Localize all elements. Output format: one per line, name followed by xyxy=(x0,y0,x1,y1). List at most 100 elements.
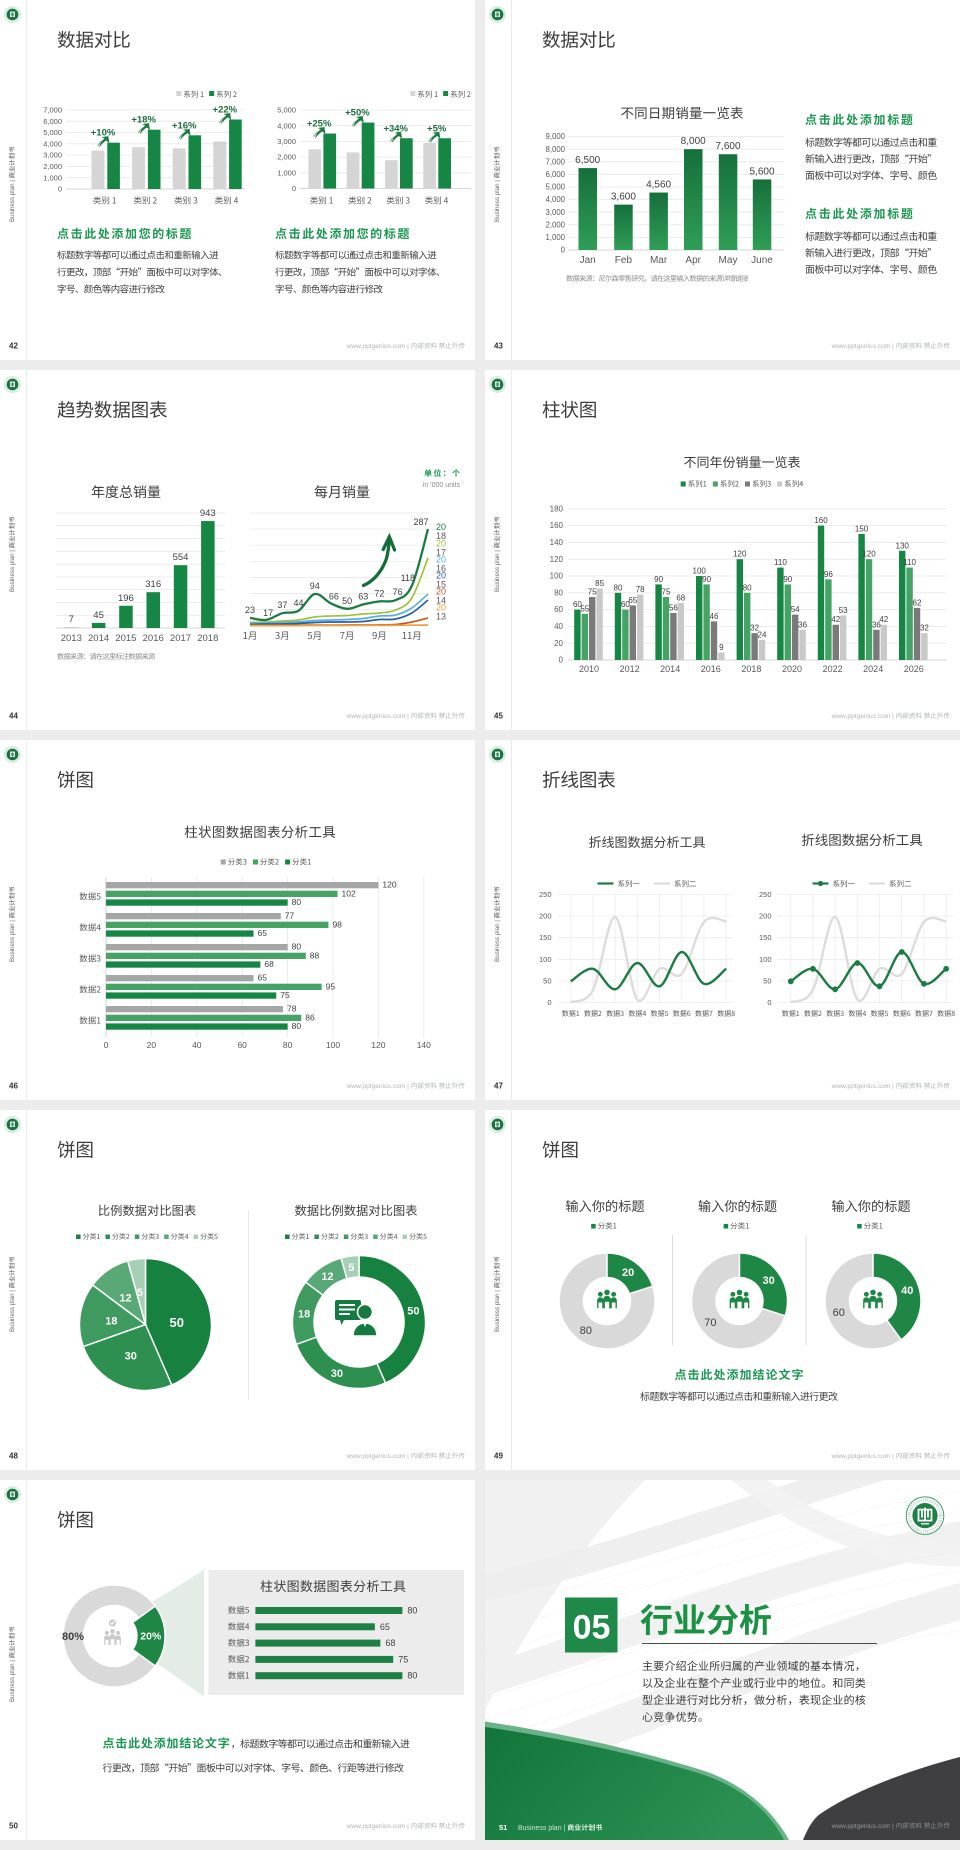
svg-text:66: 66 xyxy=(329,591,339,601)
svg-text:5: 5 xyxy=(348,1262,354,1274)
svg-text:160: 160 xyxy=(814,516,828,525)
svg-text:65: 65 xyxy=(258,928,268,938)
svg-text:5,000: 5,000 xyxy=(545,183,565,192)
svg-text:60: 60 xyxy=(573,600,582,609)
svg-text:51: 51 xyxy=(499,1823,507,1832)
svg-text:40: 40 xyxy=(554,622,563,631)
svg-text:5,000: 5,000 xyxy=(277,106,296,115)
svg-text:554: 554 xyxy=(173,552,189,563)
svg-text:9: 9 xyxy=(719,643,724,652)
svg-text:+16%: +16% xyxy=(172,120,197,131)
svg-text:200: 200 xyxy=(539,912,552,921)
svg-text:2018: 2018 xyxy=(197,633,218,644)
svg-text:2016: 2016 xyxy=(143,633,164,644)
svg-text:2020: 2020 xyxy=(782,664,802,674)
svg-text:05: 05 xyxy=(573,1609,611,1647)
svg-text:80: 80 xyxy=(283,1040,293,1050)
svg-text:50: 50 xyxy=(9,1822,18,1831)
svg-text:88: 88 xyxy=(310,950,320,960)
svg-text:Business plan |: Business plan | xyxy=(9,550,16,592)
svg-text:2013: 2013 xyxy=(61,633,82,644)
svg-text:80: 80 xyxy=(292,942,302,952)
svg-text:Business plan |: Business plan | xyxy=(494,550,501,592)
svg-text:80: 80 xyxy=(292,897,302,907)
svg-text:12: 12 xyxy=(321,1271,333,1283)
svg-text:20: 20 xyxy=(436,539,446,549)
svg-text:3,600: 3,600 xyxy=(611,192,636,203)
svg-text:www.pptgenius.com |: www.pptgenius.com | xyxy=(831,1823,894,1830)
svg-text:15: 15 xyxy=(436,580,446,590)
svg-text:9,000: 9,000 xyxy=(545,132,565,141)
svg-text:80: 80 xyxy=(554,588,563,597)
svg-text:18: 18 xyxy=(436,531,446,541)
svg-text:Business plan |: Business plan | xyxy=(9,920,16,962)
svg-text:120: 120 xyxy=(550,555,564,564)
svg-text:65: 65 xyxy=(628,596,637,605)
svg-text:32: 32 xyxy=(750,624,759,633)
svg-text:20: 20 xyxy=(436,522,446,532)
svg-text:50: 50 xyxy=(543,976,551,985)
svg-text:120: 120 xyxy=(371,1040,385,1050)
svg-text:100: 100 xyxy=(326,1040,340,1050)
svg-text:30: 30 xyxy=(125,1351,137,1363)
svg-text:30: 30 xyxy=(762,1275,774,1287)
svg-text:Business plan |: Business plan | xyxy=(9,180,16,222)
svg-text:13: 13 xyxy=(436,612,446,622)
svg-text:54: 54 xyxy=(791,605,800,614)
svg-text:120: 120 xyxy=(862,550,876,559)
svg-text:2015: 2015 xyxy=(115,633,136,644)
svg-text:68: 68 xyxy=(385,1638,395,1648)
svg-text:50: 50 xyxy=(763,976,771,985)
svg-text:16: 16 xyxy=(436,564,446,574)
svg-text:98: 98 xyxy=(332,919,342,929)
svg-text:94: 94 xyxy=(310,581,320,591)
svg-text:250: 250 xyxy=(539,890,552,899)
svg-text:20: 20 xyxy=(436,555,446,565)
svg-text:160: 160 xyxy=(550,521,564,530)
svg-text:0: 0 xyxy=(104,1040,109,1050)
svg-text:80: 80 xyxy=(743,583,752,592)
svg-text:www.pptgenius.com |: www.pptgenius.com | xyxy=(831,1453,894,1460)
svg-text:12: 12 xyxy=(119,1292,131,1304)
svg-text:102: 102 xyxy=(342,888,356,898)
svg-text:46: 46 xyxy=(710,612,719,621)
svg-text:36: 36 xyxy=(798,620,807,629)
svg-text:150: 150 xyxy=(539,933,552,942)
svg-text:+22%: +22% xyxy=(213,105,238,116)
svg-text:2016: 2016 xyxy=(701,664,721,674)
svg-text:0: 0 xyxy=(559,656,564,665)
svg-text:50: 50 xyxy=(169,1315,183,1330)
svg-text:+10%: +10% xyxy=(91,128,116,139)
svg-text:www.pptgenius.com |: www.pptgenius.com | xyxy=(346,343,409,350)
svg-text:2,000: 2,000 xyxy=(277,153,296,162)
svg-text:75: 75 xyxy=(398,1654,408,1664)
svg-text:www.pptgenius.com |: www.pptgenius.com | xyxy=(831,343,894,350)
svg-text:130: 130 xyxy=(896,541,910,550)
svg-text:20: 20 xyxy=(436,571,446,581)
svg-text:24: 24 xyxy=(758,630,767,639)
svg-text:23: 23 xyxy=(245,605,255,615)
svg-text:Business plan |: Business plan | xyxy=(9,1660,16,1702)
svg-text:www.pptgenius.com |: www.pptgenius.com | xyxy=(831,713,894,720)
svg-text:60: 60 xyxy=(621,600,630,609)
svg-text:118: 118 xyxy=(401,573,415,583)
svg-text:63: 63 xyxy=(358,591,368,601)
svg-text:8,000: 8,000 xyxy=(681,136,706,147)
svg-text:80: 80 xyxy=(407,1671,417,1681)
svg-text:37: 37 xyxy=(277,600,287,610)
svg-text:68: 68 xyxy=(264,959,274,969)
svg-text:2,000: 2,000 xyxy=(43,162,62,171)
svg-text:17: 17 xyxy=(436,548,446,558)
svg-text:5,600: 5,600 xyxy=(749,166,774,177)
svg-text:14: 14 xyxy=(436,596,446,606)
svg-text:75: 75 xyxy=(588,588,597,597)
svg-text:60: 60 xyxy=(554,605,563,614)
svg-text:45: 45 xyxy=(93,610,104,621)
svg-text:80: 80 xyxy=(292,1021,302,1031)
svg-text:77: 77 xyxy=(285,911,295,921)
svg-text:+18%: +18% xyxy=(131,115,156,126)
svg-text:85: 85 xyxy=(595,579,604,588)
svg-text:90: 90 xyxy=(654,575,663,584)
svg-text:5: 5 xyxy=(137,1287,143,1299)
svg-text:20: 20 xyxy=(147,1040,157,1050)
